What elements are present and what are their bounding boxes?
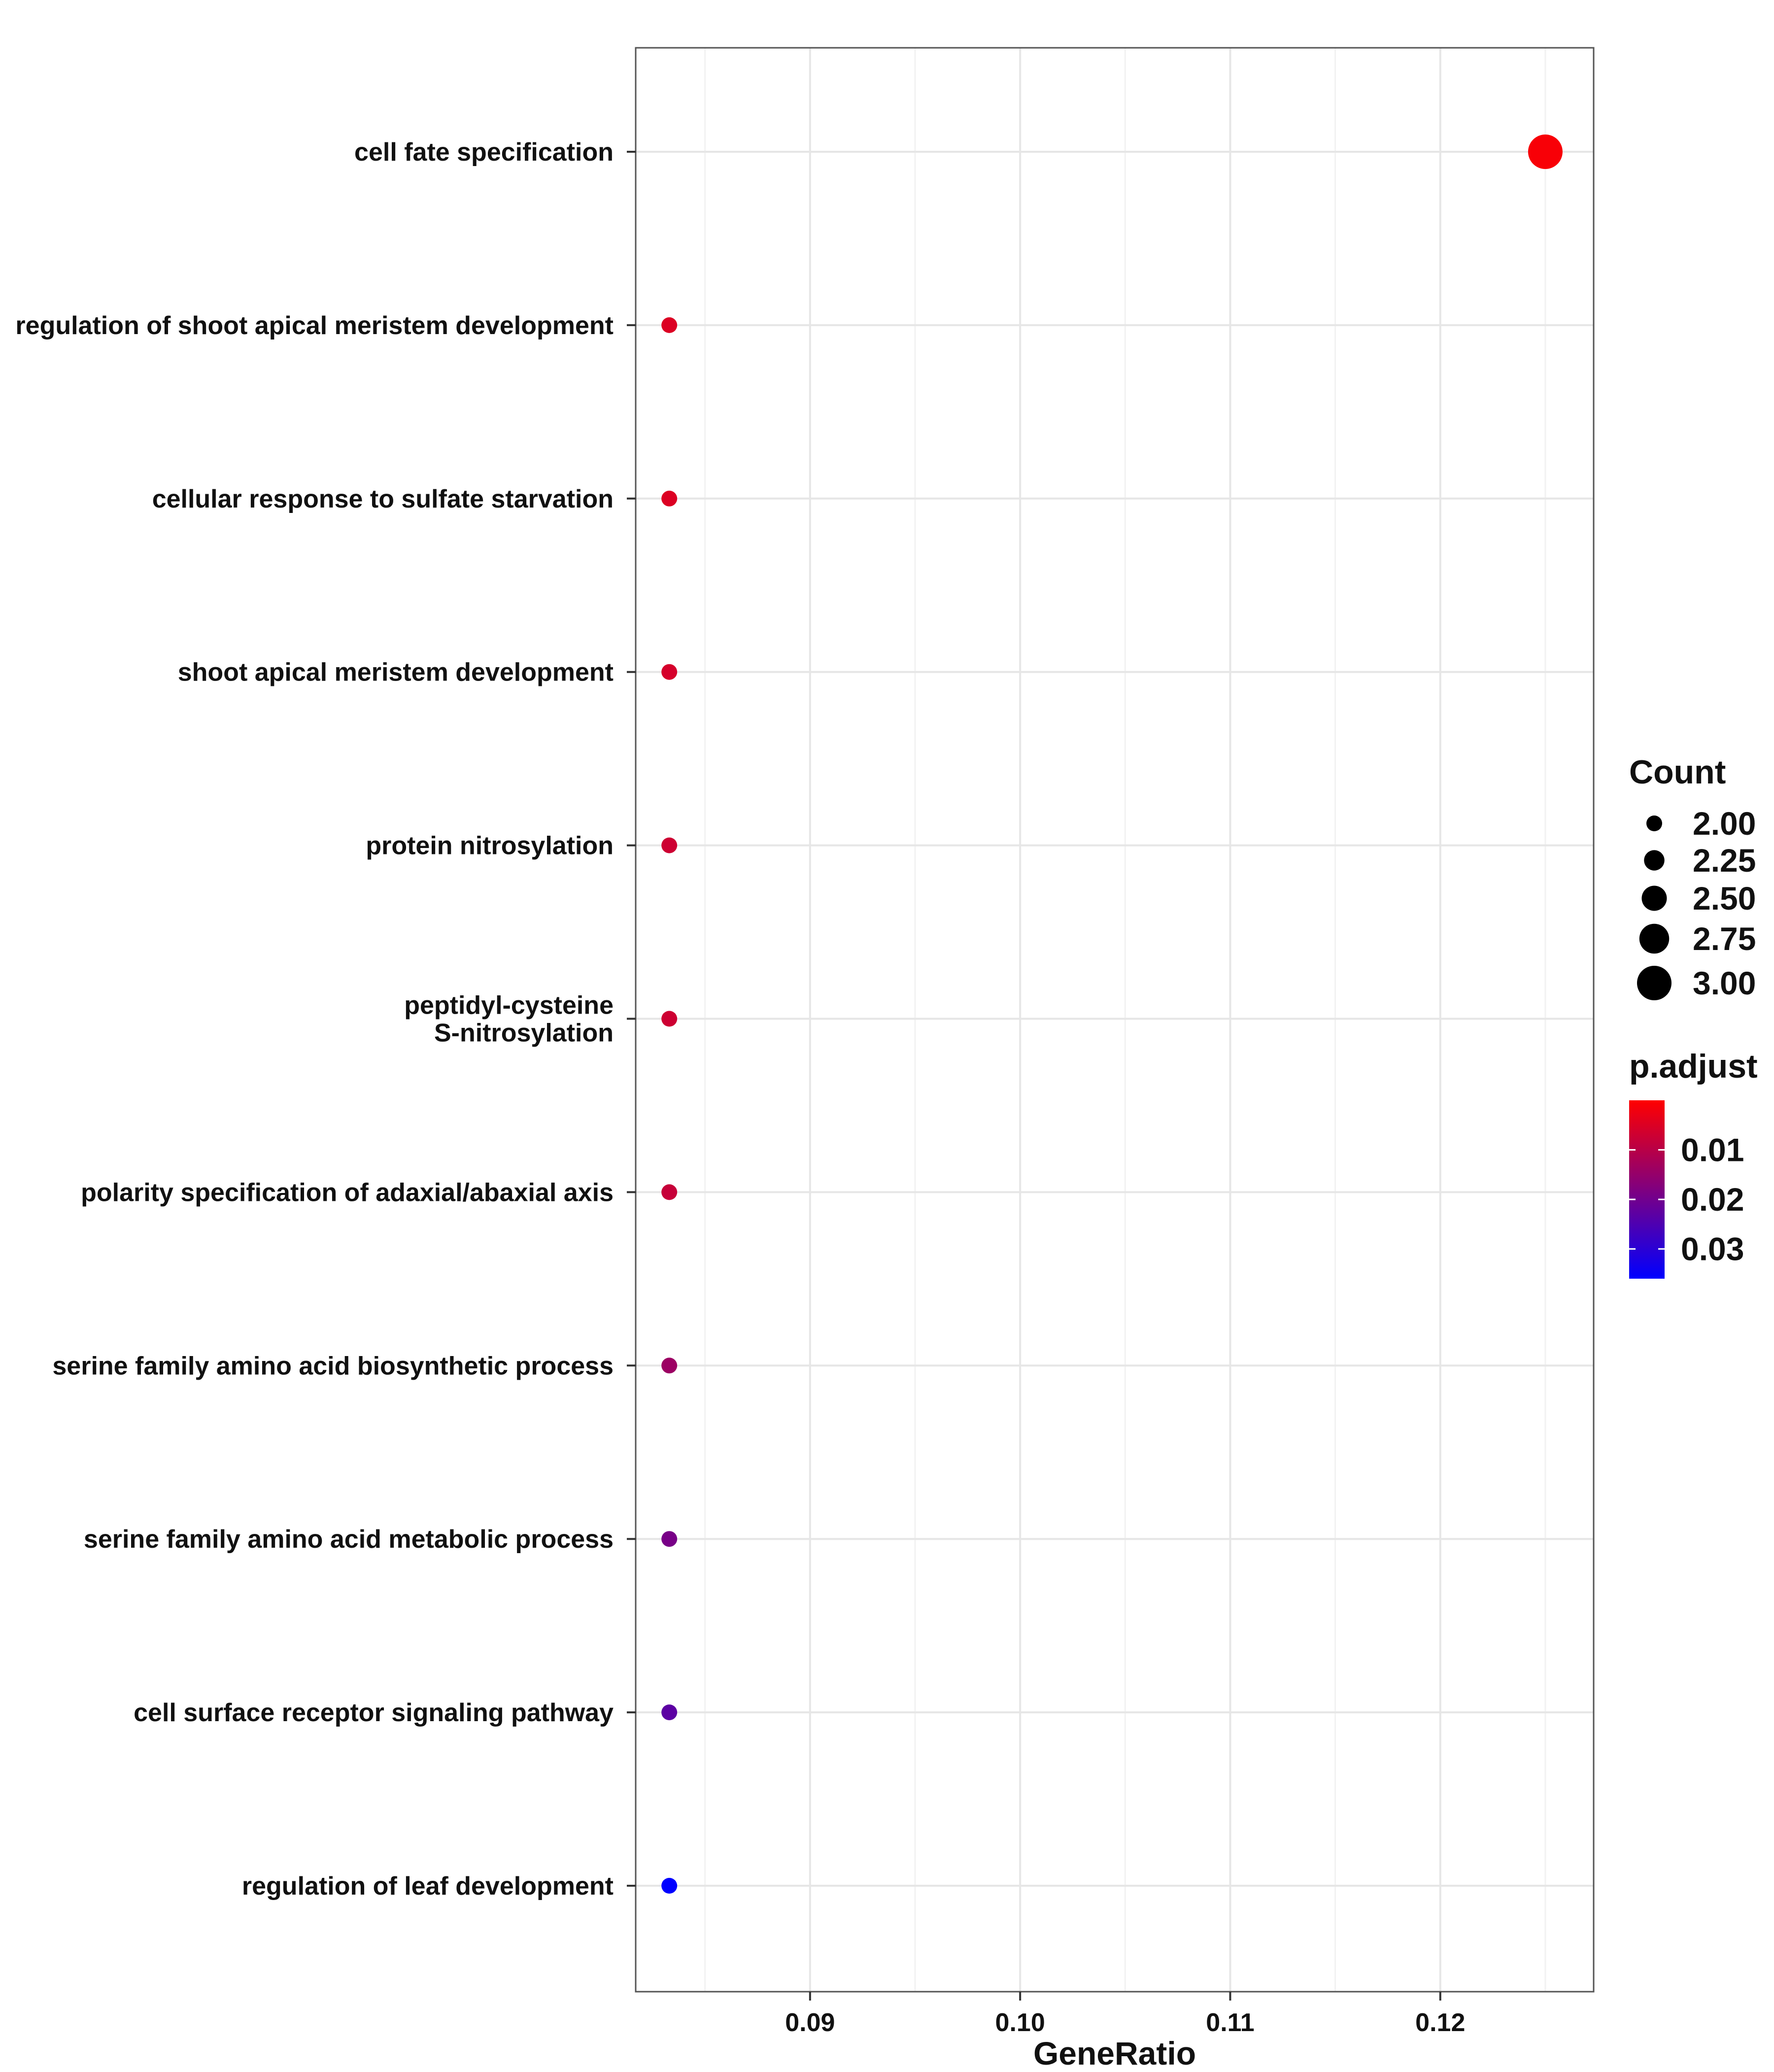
y-tick-label: cellular response to sulfate starvation: [152, 485, 614, 513]
y-tick-label: regulation of leaf development: [242, 1872, 614, 1901]
x-axis: 0.09 0.10 0.11 0.12: [785, 1992, 1465, 2037]
y-tick-label: cell fate specification: [354, 138, 614, 167]
data-point: [661, 1011, 678, 1027]
size-legend-label: 2.00: [1693, 805, 1756, 842]
y-tick-label: peptidyl-cysteine S-nitrosylation: [404, 991, 614, 1048]
data-point: [1528, 135, 1563, 169]
data-points: [661, 135, 1563, 1894]
data-point: [661, 837, 678, 853]
y-tick-label: polarity specification of adaxial/abaxia…: [81, 1178, 614, 1207]
legend: Count 2.002.252.502.75 3.00 p.adjust 0.01 0.0…: [1629, 753, 1758, 1279]
size-legend-key: [1646, 815, 1662, 831]
x-tick-label: 0.09: [785, 2008, 835, 2037]
size-legend-key: [1639, 923, 1670, 954]
data-point: [661, 1704, 678, 1721]
color-legend-label: 0.03: [1681, 1231, 1744, 1267]
x-tick-label: 0.10: [995, 2008, 1045, 2037]
data-point: [661, 490, 678, 507]
y-axis: cell fate specification regulation of sho…: [15, 138, 636, 1901]
color-legend-label: 0.02: [1681, 1181, 1744, 1218]
size-legend-label: 2.25: [1693, 842, 1756, 879]
data-point: [661, 1184, 678, 1200]
x-axis-title: GeneRatio: [1033, 2035, 1196, 2070]
color-legend-title: p.adjust: [1629, 1048, 1758, 1085]
y-tick-label: regulation of shoot apical meristem deve…: [15, 311, 614, 340]
size-legend-key: [1637, 966, 1672, 1000]
y-tick-label: serine family amino acid biosynthetic pr…: [52, 1352, 614, 1380]
data-point: [661, 317, 678, 333]
y-tick-label: protein nitrosylation: [366, 832, 614, 860]
size-legend-label: 2.75: [1693, 920, 1756, 957]
grid-lines: [636, 48, 1594, 1992]
data-point: [661, 1878, 678, 1894]
x-tick-label: 0.11: [1206, 2008, 1254, 2037]
y-tick-label: cell surface receptor signaling pathway: [134, 1698, 614, 1727]
size-legend-label: 3.00: [1693, 965, 1756, 1001]
y-tick-label: serine family amino acid metabolic proce…: [84, 1525, 614, 1554]
color-legend-label: 0.01: [1681, 1132, 1744, 1168]
size-legend-key: [1641, 885, 1667, 911]
data-point: [661, 1358, 678, 1374]
color-legend-bar: [1629, 1100, 1665, 1279]
data-point: [661, 1531, 678, 1547]
size-legend-key: [1644, 850, 1665, 871]
data-point: [661, 664, 678, 680]
y-tick-label: shoot apical meristem development: [178, 658, 614, 687]
x-tick-label: 0.12: [1415, 2008, 1465, 2037]
size-legend-label: 2.50: [1693, 880, 1756, 917]
size-legend-title: Count: [1629, 753, 1726, 791]
